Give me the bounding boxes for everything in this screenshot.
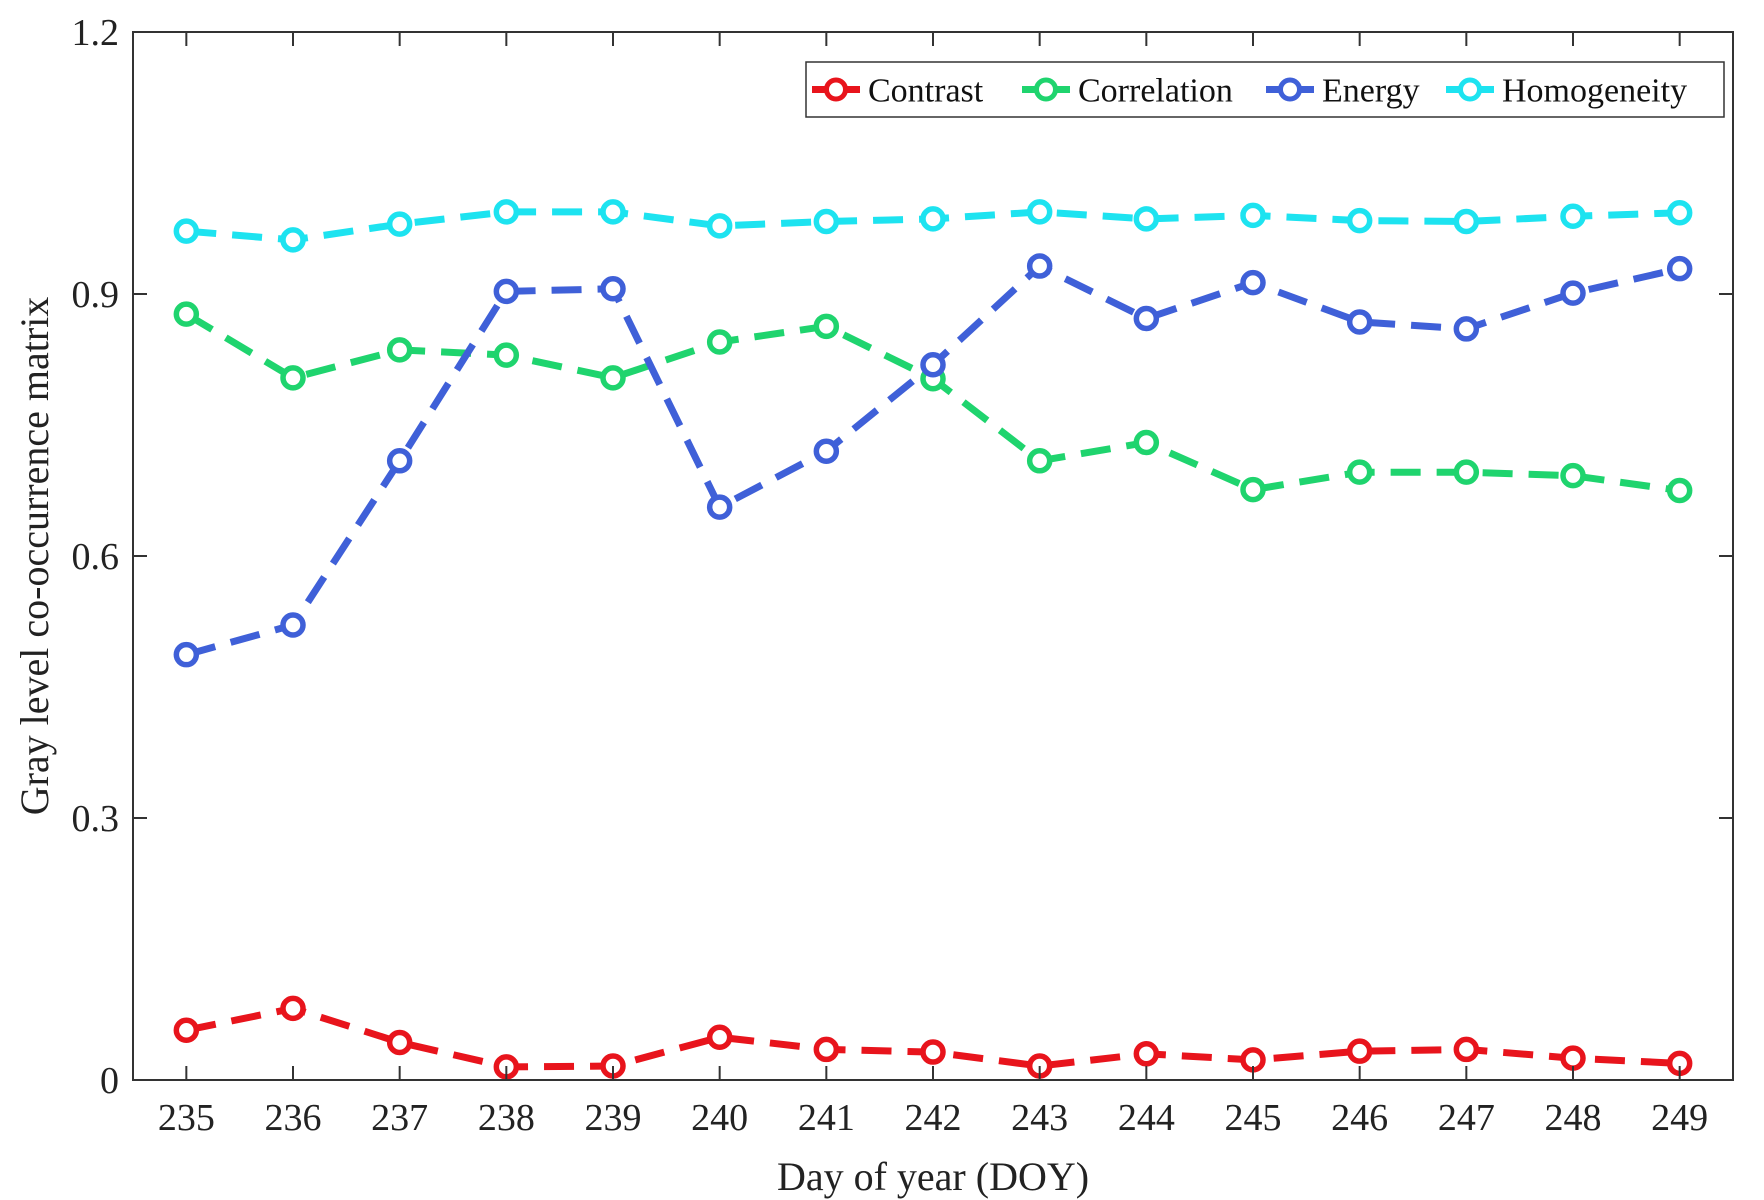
x-tick-label: 236 bbox=[265, 1097, 322, 1139]
series-layer bbox=[173, 199, 1693, 1080]
data-point bbox=[280, 995, 306, 1022]
data-point bbox=[1026, 448, 1053, 474]
x-tick-label: 246 bbox=[1331, 1097, 1388, 1139]
legend-box bbox=[805, 61, 1725, 118]
data-point bbox=[1666, 477, 1693, 504]
data-point bbox=[1346, 459, 1373, 485]
legend-label: Contrast bbox=[868, 73, 984, 110]
data-point bbox=[600, 199, 626, 225]
data-point bbox=[813, 1036, 840, 1063]
data-point bbox=[173, 641, 200, 668]
data-point bbox=[1346, 1038, 1373, 1064]
y-tick-label: 0.9 bbox=[72, 274, 120, 316]
data-point bbox=[1240, 202, 1266, 229]
data-point bbox=[706, 213, 733, 239]
ticks-layer: 0 0.3 0.6 0.9 1.2 235 236 237 238 239 240 241 242 243… bbox=[72, 12, 1733, 1139]
data-point bbox=[706, 329, 733, 355]
series-contrast bbox=[173, 995, 1693, 1080]
series-energy bbox=[173, 253, 1693, 668]
data-point bbox=[600, 276, 626, 302]
legend: Contrast Correlation Energy Homogeneity bbox=[805, 61, 1725, 118]
data-point bbox=[1133, 1041, 1160, 1067]
data-point bbox=[386, 448, 413, 474]
data-point bbox=[493, 199, 520, 225]
legend-label: Energy bbox=[1322, 73, 1420, 110]
x-tick-label: 245 bbox=[1225, 1097, 1282, 1139]
data-point bbox=[813, 313, 840, 340]
data-point bbox=[386, 211, 413, 237]
y-tick-label: 0.6 bbox=[72, 536, 120, 578]
x-tick-label: 247 bbox=[1438, 1097, 1495, 1139]
data-point bbox=[1453, 459, 1480, 485]
legend-marker bbox=[824, 77, 848, 102]
data-point bbox=[173, 301, 200, 327]
x-tick-label: 243 bbox=[1011, 1097, 1068, 1139]
data-point bbox=[173, 218, 200, 244]
x-tick-label: 240 bbox=[691, 1097, 748, 1139]
data-point bbox=[173, 1017, 200, 1043]
x-tick-label: 238 bbox=[478, 1097, 535, 1139]
x-axis-label: Day of year (DOY) bbox=[777, 1154, 1089, 1199]
data-point bbox=[1560, 462, 1586, 489]
data-point bbox=[1453, 1036, 1480, 1063]
data-point bbox=[920, 1039, 946, 1065]
data-point bbox=[1560, 280, 1586, 306]
series-homogeneity bbox=[173, 199, 1693, 253]
y-tick-label: 0 bbox=[100, 1060, 119, 1102]
data-point bbox=[1133, 305, 1160, 332]
x-tick-label: 248 bbox=[1545, 1097, 1602, 1139]
data-point bbox=[1666, 200, 1693, 226]
series-correlation bbox=[173, 301, 1693, 504]
data-point bbox=[706, 494, 733, 520]
x-tick-label: 249 bbox=[1651, 1097, 1708, 1139]
data-point bbox=[1026, 253, 1053, 279]
data-point bbox=[1560, 1045, 1586, 1071]
data-point bbox=[386, 1029, 413, 1056]
data-point bbox=[1666, 255, 1693, 282]
data-point bbox=[1346, 207, 1373, 234]
data-point bbox=[1026, 199, 1053, 225]
legend-marker bbox=[1034, 77, 1058, 102]
data-point bbox=[1453, 316, 1480, 342]
x-tick-label: 244 bbox=[1118, 1097, 1175, 1139]
data-point bbox=[386, 337, 413, 363]
x-tick-label: 242 bbox=[905, 1097, 962, 1139]
x-tick-label: 237 bbox=[371, 1097, 428, 1139]
y-tick-label: 1.2 bbox=[72, 12, 120, 54]
data-point bbox=[813, 438, 840, 464]
data-point bbox=[1133, 206, 1160, 232]
data-point bbox=[920, 206, 946, 232]
y-axis-label: Gray level co-occurrence matrix bbox=[12, 297, 57, 816]
data-point bbox=[280, 365, 306, 391]
data-point bbox=[280, 227, 306, 253]
data-point bbox=[1240, 269, 1266, 296]
data-point bbox=[920, 351, 946, 378]
data-point bbox=[493, 278, 520, 305]
data-point bbox=[1133, 429, 1160, 456]
legend-label: Correlation bbox=[1078, 73, 1233, 110]
data-point bbox=[813, 208, 840, 235]
data-point bbox=[706, 1024, 733, 1050]
y-tick-label: 0.3 bbox=[72, 798, 120, 840]
legend-marker bbox=[1278, 77, 1302, 102]
data-point bbox=[1346, 309, 1373, 335]
legend-marker bbox=[1458, 77, 1482, 102]
data-point bbox=[280, 612, 306, 638]
x-tick-label: 235 bbox=[158, 1097, 215, 1139]
data-point bbox=[600, 365, 626, 391]
data-point bbox=[1453, 208, 1480, 235]
x-tick-label: 241 bbox=[798, 1097, 855, 1139]
x-tick-label: 239 bbox=[585, 1097, 642, 1139]
legend-label: Homogeneity bbox=[1502, 73, 1687, 110]
data-point bbox=[493, 342, 520, 368]
data-point bbox=[1240, 476, 1266, 503]
data-point bbox=[1560, 203, 1586, 230]
